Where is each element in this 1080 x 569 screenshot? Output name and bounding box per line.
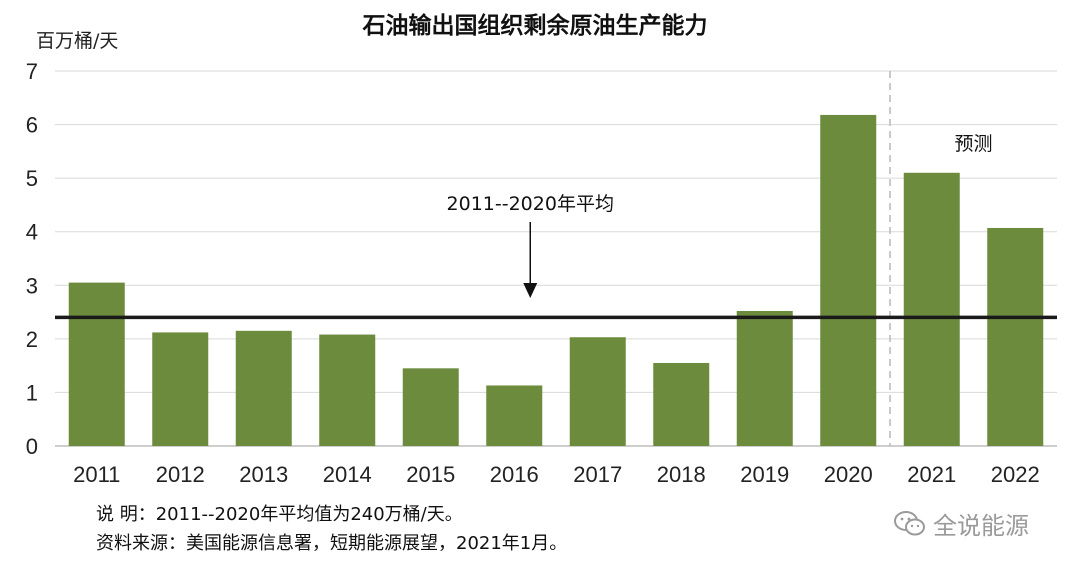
watermark: 全说能源 xyxy=(893,506,1029,541)
x-tick-label: 2021 xyxy=(907,462,956,487)
bar-2016 xyxy=(486,385,543,446)
bar-2019 xyxy=(736,311,793,446)
bar-2015 xyxy=(402,368,459,446)
bar-2011 xyxy=(68,282,125,446)
x-tick-label: 2020 xyxy=(824,462,873,487)
bar-2013 xyxy=(235,330,292,446)
y-tick-label: 1 xyxy=(26,380,38,405)
y-tick-label: 7 xyxy=(26,59,38,84)
forecast-label: 预测 xyxy=(954,133,992,155)
y-axis-ticks: 0 1 2 3 4 5 6 7 xyxy=(26,59,38,459)
wechat-icon xyxy=(894,510,925,535)
bars xyxy=(68,114,1044,447)
x-tick-label: 2012 xyxy=(156,462,205,487)
x-tick-label: 2014 xyxy=(323,462,372,487)
x-tick-label: 2013 xyxy=(239,462,288,487)
x-tick-label: 2016 xyxy=(490,462,539,487)
note-explanation: 说 明：2011--2020年平均值为240万桶/天。 xyxy=(96,504,463,525)
bar-2017 xyxy=(569,337,626,446)
average-arrow-head xyxy=(523,283,538,298)
watermark-text: 全说能源 xyxy=(933,512,1029,540)
chart-title: 石油输出国组织剩余原油生产能力 xyxy=(362,12,708,39)
bar-2022 xyxy=(987,227,1044,446)
y-tick-label: 6 xyxy=(26,113,38,138)
x-tick-label: 2019 xyxy=(740,462,789,487)
y-tick-label: 4 xyxy=(26,220,38,245)
x-tick-label: 2015 xyxy=(406,462,455,487)
bar-2018 xyxy=(653,362,710,446)
y-axis-unit: 百万桶/天 xyxy=(36,30,118,52)
y-tick-label: 3 xyxy=(26,273,38,298)
x-tick-label: 2017 xyxy=(573,462,622,487)
x-tick-label: 2018 xyxy=(657,462,706,487)
bar-2020 xyxy=(820,114,877,446)
x-axis-ticks: 2011 2012 2013 2014 2015 2016 2017 2018 2019 2020… xyxy=(73,462,1040,487)
y-tick-label: 2 xyxy=(26,327,38,352)
bar-2014 xyxy=(319,334,376,446)
bar-2012 xyxy=(152,332,209,446)
average-label: 2011--2020年平均 xyxy=(447,193,614,215)
y-tick-label: 5 xyxy=(26,166,38,191)
y-tick-label: 0 xyxy=(26,434,38,459)
bar-2021 xyxy=(903,172,960,447)
chart-notes: 说 明：2011--2020年平均值为240万桶/天。 资料来源：美国能源信息署… xyxy=(96,500,567,558)
x-tick-label: 2011 xyxy=(73,462,120,487)
x-tick-label: 2022 xyxy=(991,462,1040,487)
note-source: 资料来源：美国能源信息署，短期能源展望，2021年1月。 xyxy=(96,533,568,554)
